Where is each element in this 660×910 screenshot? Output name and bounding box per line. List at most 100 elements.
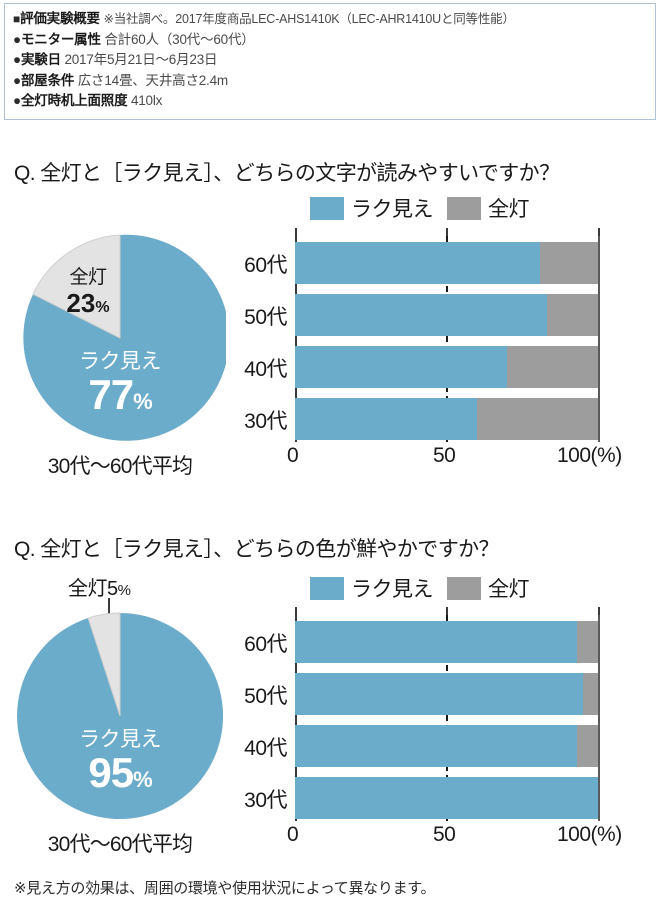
legend-item-rakumie: ラク見え bbox=[310, 193, 434, 223]
bar-seg-rakumie bbox=[295, 777, 598, 819]
table-row bbox=[295, 777, 598, 819]
table-row bbox=[295, 242, 598, 284]
pie-chart-1-svg bbox=[23, 234, 230, 441]
bar-seg-zento bbox=[582, 673, 598, 715]
bar-chart-2-right-axis bbox=[598, 615, 600, 821]
pie-2-callout-pct: % bbox=[117, 582, 131, 599]
bar-chart-1-midline bbox=[446, 236, 448, 442]
bar-chart-1-tick-50 bbox=[446, 228, 448, 236]
pie-chart-2: ラク見え 95% 30代〜60代平均 bbox=[14, 610, 226, 856]
spec-line-4: ●全灯時机上面照度 410lx bbox=[13, 91, 647, 112]
bar-chart-2: 60代 50代 40代 30代 0 50 100(%) bbox=[244, 607, 622, 846]
bar-chart-2-tick-50 bbox=[446, 607, 448, 615]
bar-chart-2-midline bbox=[446, 615, 448, 821]
spec-label: 部屋条件 bbox=[20, 72, 75, 88]
spec-value: 2017年5月21日〜6月23日 bbox=[64, 52, 218, 67]
experiment-summary-box: ■評価実験概要 ※当社調べ。2017年度商品LEC-AHS1410K（LEC-A… bbox=[4, 3, 656, 120]
pie-2-callout-label: 全灯5% bbox=[68, 572, 131, 601]
pie-chart-1: 全灯 23% ラク見え 77% 30代〜60代平均 bbox=[14, 232, 230, 478]
legend-swatch-gray-icon bbox=[447, 196, 481, 220]
pie-slice-zento bbox=[87, 612, 121, 717]
legend-label: 全灯 bbox=[488, 198, 530, 221]
bar-chart-2-cat-40: 40代 bbox=[244, 737, 287, 760]
bar-chart-2-xtick-100: 100(%) bbox=[557, 823, 622, 846]
bar-chart-2-xtick-50: 50 bbox=[433, 823, 456, 846]
question-1: Q. 全灯と［ラク見え］、どちらの文字が読みやすいですか？ bbox=[14, 162, 560, 185]
spec-value: 広さ14畳、天井高さ2.4m bbox=[77, 72, 228, 88]
bar-chart-1-cat-50: 50代 bbox=[244, 306, 287, 329]
bar-seg-zento bbox=[576, 725, 598, 767]
bar-seg-rakumie bbox=[295, 242, 541, 284]
pie-2-callout-value: 5 bbox=[107, 578, 118, 600]
question-2: Q. 全灯と［ラク見え］、どちらの色が鮮やかですか？ bbox=[14, 538, 500, 561]
bar-seg-rakumie bbox=[295, 294, 547, 336]
table-row bbox=[295, 725, 598, 767]
bar-seg-zento bbox=[540, 242, 598, 284]
bar-chart-1-right-axis bbox=[598, 236, 600, 442]
circle-bullet-icon: ● bbox=[13, 52, 21, 67]
circle-bullet-icon: ● bbox=[13, 93, 21, 108]
spec-value: 合計60人（30代〜60代） bbox=[104, 31, 255, 47]
pie-1-zento-label: 全灯 23% bbox=[44, 267, 132, 322]
bar-chart-1-cat-60: 60代 bbox=[244, 254, 287, 277]
spec-line-1: ●モニター属性 合計60人（30代〜60代） bbox=[13, 30, 647, 51]
pie-2-caption: 30代〜60代平均 bbox=[47, 833, 193, 856]
bar-chart-1-tick-0 bbox=[295, 228, 297, 236]
bar-chart-1-xtick-0: 0 bbox=[287, 444, 299, 467]
pie-slice-zento bbox=[32, 234, 121, 339]
bar-chart-1: 60代 50代 40代 30代 0 50 100(%) bbox=[244, 228, 622, 467]
bar-chart-2-cat-50: 50代 bbox=[244, 685, 287, 708]
bar-seg-zento bbox=[546, 294, 598, 336]
legend-swatch-blue-icon bbox=[310, 196, 344, 220]
bar-seg-rakumie bbox=[295, 621, 577, 663]
bar-chart-1-cat-40: 40代 bbox=[244, 358, 287, 381]
bar-seg-zento bbox=[476, 398, 598, 440]
spec-label: 全灯時机上面照度 bbox=[20, 93, 128, 108]
pie-slice-rakumie bbox=[23, 234, 230, 441]
legend-1: ラク見え 全灯 bbox=[310, 193, 530, 223]
spec-line-2: ●実験日 2017年5月21日〜6月23日 bbox=[13, 50, 647, 71]
legend-item-zento: 全灯 bbox=[447, 573, 530, 603]
legend-label: 全灯 bbox=[488, 578, 530, 601]
table-row bbox=[295, 673, 598, 715]
table-row bbox=[295, 346, 598, 388]
spec-label: モニター属性 bbox=[20, 31, 101, 47]
legend-item-zento: 全灯 bbox=[447, 193, 530, 223]
spec-line-3: ●部屋条件 広さ14畳、天井高さ2.4m bbox=[13, 71, 647, 92]
bar-chart-1-tick-100 bbox=[598, 228, 600, 236]
bar-seg-rakumie bbox=[295, 725, 577, 767]
legend-label: ラク見え bbox=[351, 578, 434, 601]
bar-seg-zento bbox=[576, 621, 598, 663]
pie-1-zento-name: 全灯 bbox=[69, 267, 107, 288]
pie-chart-2-svg bbox=[17, 612, 224, 819]
spec-label: 実験日 bbox=[20, 52, 61, 67]
table-row bbox=[295, 398, 598, 440]
pie-1-zento-value: 23% bbox=[66, 288, 110, 318]
bar-seg-rakumie bbox=[295, 673, 583, 715]
square-bullet-icon: ■ bbox=[13, 12, 21, 26]
bar-chart-2-xtick-0: 0 bbox=[287, 823, 299, 846]
circle-bullet-icon: ● bbox=[13, 72, 21, 88]
legend-swatch-blue-icon bbox=[310, 576, 344, 600]
bar-chart-2-cat-60: 60代 bbox=[244, 633, 287, 656]
legend-swatch-gray-icon bbox=[447, 576, 481, 600]
bar-seg-zento bbox=[507, 346, 598, 388]
spec-value: ※当社調べ。2017年度商品LEC-AHS1410K（LEC-AHR1410Uと… bbox=[103, 12, 515, 26]
footnote: ※見え方の効果は、周囲の環境や使用状況によって異なります。 bbox=[14, 880, 436, 897]
bar-chart-2-tick-0 bbox=[295, 607, 297, 615]
legend-label: ラク見え bbox=[351, 198, 434, 221]
bar-chart-2-cat-30: 30代 bbox=[244, 789, 287, 812]
pie-1-caption: 30代〜60代平均 bbox=[47, 455, 193, 478]
table-row bbox=[295, 621, 598, 663]
bar-seg-rakumie bbox=[295, 346, 508, 388]
legend-item-rakumie: ラク見え bbox=[310, 573, 434, 603]
bar-chart-1-xtick-100: 100(%) bbox=[557, 444, 622, 467]
bar-chart-1-xtick-50: 50 bbox=[433, 444, 456, 467]
legend-2: ラク見え 全灯 bbox=[310, 573, 530, 603]
bar-chart-2-tick-100 bbox=[598, 607, 600, 615]
circle-bullet-icon: ● bbox=[13, 31, 21, 47]
spec-line-0: ■評価実験概要 ※当社調べ。2017年度商品LEC-AHS1410K（LEC-A… bbox=[13, 9, 647, 30]
bar-chart-2-y-axis bbox=[295, 615, 297, 821]
bar-seg-rakumie bbox=[295, 398, 477, 440]
pie-2-callout-name: 全灯 bbox=[68, 578, 108, 600]
